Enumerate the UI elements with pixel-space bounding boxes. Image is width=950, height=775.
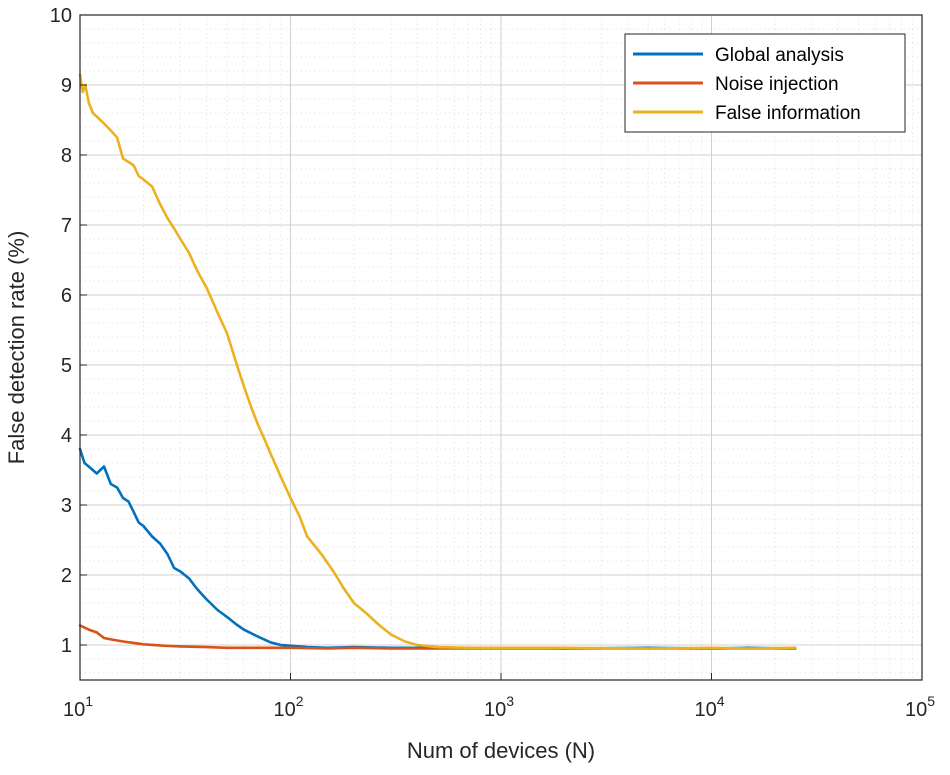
x-tick-exponent: 4 [717,693,725,709]
x-tick-exponent: 1 [85,693,93,709]
x-tick-base: 10 [273,699,295,721]
grid [79,14,923,680]
y-tick-label: 8 [61,145,72,167]
legend-label-noise-injection: Noise injection [715,74,839,95]
y-tick-label: 2 [61,565,72,587]
x-axis-label: Num of devices (N) [407,738,595,763]
x-tick-label: 102 [273,693,303,721]
x-tick-exponent: 3 [506,693,514,709]
y-tick-label: 9 [61,75,72,97]
y-axis-label: False detection rate (%) [4,231,29,465]
x-tick-base: 10 [905,699,927,721]
x-tick-base: 10 [484,699,506,721]
legend-label-global-analysis: Global analysis [715,45,844,66]
x-tick-exponent: 5 [927,693,935,709]
series-line-false-information [78,73,797,650]
legend-label-false-information: False information [715,103,861,124]
y-tick-label: 4 [61,425,72,447]
y-tick-label: 1 [61,635,72,657]
y-tick-label: 10 [50,5,72,27]
x-tick-label: 103 [484,693,514,721]
x-tick-label: 101 [63,693,93,721]
legend: Global analysis Noise injection False info… [624,33,906,133]
x-tick-label: 104 [694,693,724,721]
y-tick-label: 5 [61,355,72,377]
x-tick-base: 10 [694,699,716,721]
y-tick-label: 3 [61,495,72,517]
x-tick-base: 10 [63,699,85,721]
x-tick-label: 105 [905,693,935,721]
y-tick-label: 6 [61,285,72,307]
x-tick-exponent: 2 [296,693,304,709]
y-tick-label: 7 [61,215,72,237]
series-lines [78,73,797,650]
